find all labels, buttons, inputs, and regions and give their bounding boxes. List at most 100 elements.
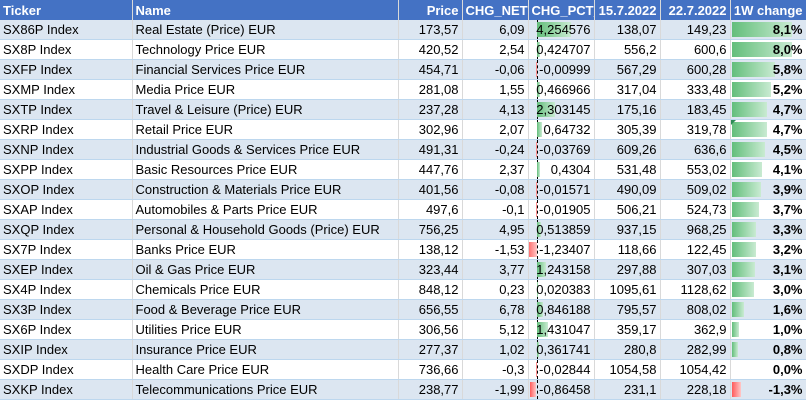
cell-date-2[interactable]: 509,02 (660, 179, 731, 200)
cell-price[interactable]: 401,56 (398, 179, 463, 200)
cell-1w-change[interactable]: 5,8% (730, 59, 806, 80)
cell-date-2[interactable]: 183,45 (660, 99, 731, 120)
cell-name[interactable]: Telecommunications Price EUR (132, 379, 399, 400)
cell-1w-change[interactable]: 1,0% (730, 319, 806, 340)
cell-chg-pct[interactable]: -0,01571 (528, 179, 595, 200)
table-row[interactable]: SXMP Index Media Price EUR 281,08 1,55 0,466… (0, 79, 806, 100)
cell-name[interactable]: Industrial Goods & Services Price EUR (132, 139, 399, 160)
header-ticker[interactable]: Ticker (0, 0, 133, 20)
cell-price[interactable]: 848,12 (398, 279, 463, 300)
cell-name[interactable]: Construction & Materials Price EUR (132, 179, 399, 200)
cell-ticker[interactable]: SXFP Index (0, 59, 133, 80)
cell-price[interactable]: 277,37 (398, 339, 463, 360)
cell-chg-pct[interactable]: 0,361741 (528, 339, 595, 360)
cell-date-2[interactable]: 636,6 (660, 139, 731, 160)
cell-date-1[interactable]: 305,39 (594, 119, 661, 140)
cell-date-2[interactable]: 307,03 (660, 259, 731, 280)
cell-name[interactable]: Utilities Price EUR (132, 319, 399, 340)
cell-1w-change[interactable]: 3,9% (730, 179, 806, 200)
cell-name[interactable]: Retail Price EUR (132, 119, 399, 140)
cell-date-1[interactable]: 1095,61 (594, 279, 661, 300)
cell-name[interactable]: Technology Price EUR (132, 39, 399, 60)
cell-ticker[interactable]: SX8P Index (0, 39, 133, 60)
cell-price[interactable]: 173,57 (398, 20, 463, 40)
cell-date-1[interactable]: 280,8 (594, 339, 661, 360)
cell-1w-change[interactable]: 4,1% (730, 159, 806, 180)
cell-chg-net[interactable]: 3,77 (462, 259, 529, 280)
cell-chg-net[interactable]: 2,37 (462, 159, 529, 180)
cell-chg-net[interactable]: -0,06 (462, 59, 529, 80)
cell-1w-change[interactable]: 3,0% (730, 279, 806, 300)
cell-chg-net[interactable]: 6,09 (462, 20, 529, 40)
cell-date-1[interactable]: 359,17 (594, 319, 661, 340)
cell-date-2[interactable]: 282,99 (660, 339, 731, 360)
cell-name[interactable]: Media Price EUR (132, 79, 399, 100)
cell-date-2[interactable]: 524,73 (660, 199, 731, 220)
cell-price[interactable]: 454,71 (398, 59, 463, 80)
table-row[interactable]: SXPP Index Basic Resources Price EUR 447,7… (0, 159, 806, 180)
table-row[interactable]: SXRP Index Retail Price EUR 302,96 2,07 0,64… (0, 119, 806, 140)
cell-1w-change[interactable]: 3,7% (730, 199, 806, 220)
table-row[interactable]: SXDP Index Health Care Price EUR 736,66 -0,… (0, 359, 806, 380)
cell-price[interactable]: 497,6 (398, 199, 463, 220)
cell-chg-pct[interactable]: 0,020383 (528, 279, 595, 300)
cell-date-1[interactable]: 795,57 (594, 299, 661, 320)
cell-name[interactable]: Financial Services Price EUR (132, 59, 399, 80)
cell-name[interactable]: Oil & Gas Price EUR (132, 259, 399, 280)
cell-ticker[interactable]: SX7P Index (0, 239, 133, 260)
cell-chg-pct[interactable]: -0,01905 (528, 199, 595, 220)
cell-name[interactable]: Insurance Price EUR (132, 339, 399, 360)
table-row[interactable]: SX4P Index Chemicals Price EUR 848,12 0,23 0… (0, 279, 806, 300)
table-row[interactable]: SXOP Index Construction & Materials Price… (0, 179, 806, 200)
cell-chg-net[interactable]: 2,07 (462, 119, 529, 140)
cell-1w-change[interactable]: 3,1% (730, 259, 806, 280)
cell-date-2[interactable]: 1054,42 (660, 359, 731, 380)
cell-ticker[interactable]: SX3P Index (0, 299, 133, 320)
cell-comment-indicator[interactable] (730, 120, 736, 125)
cell-chg-net[interactable]: 6,78 (462, 299, 529, 320)
cell-date-2[interactable]: 362,9 (660, 319, 731, 340)
table-row[interactable]: SXAP Index Automobiles & Parts Price EUR 4… (0, 199, 806, 220)
cell-1w-change[interactable]: 1,6% (730, 299, 806, 320)
table-row[interactable]: SXNP Index Industrial Goods & Services Pr… (0, 139, 806, 160)
cell-ticker[interactable]: SXQP Index (0, 219, 133, 240)
cell-name[interactable]: Travel & Leisure (Price) EUR (132, 99, 399, 120)
table-row[interactable]: SX6P Index Utilities Price EUR 306,56 5,12 1… (0, 319, 806, 340)
cell-1w-change[interactable]: 4,7% (730, 99, 806, 120)
table-row[interactable]: SX7P Index Banks Price EUR 138,12 -1,53 -1,2… (0, 239, 806, 260)
cell-1w-change[interactable]: 3,2% (730, 239, 806, 260)
table-row[interactable]: SXIP Index Insurance Price EUR 277,37 1,02 0… (0, 339, 806, 360)
cell-date-2[interactable]: 553,02 (660, 159, 731, 180)
cell-name[interactable]: Automobiles & Parts Price EUR (132, 199, 399, 220)
cell-date-2[interactable]: 228,18 (660, 379, 731, 400)
cell-date-1[interactable]: 490,09 (594, 179, 661, 200)
cell-date-2[interactable]: 600,6 (660, 39, 731, 60)
cell-date-2[interactable]: 122,45 (660, 239, 731, 260)
cell-ticker[interactable]: SX6P Index (0, 319, 133, 340)
cell-date-1[interactable]: 506,21 (594, 199, 661, 220)
cell-name[interactable]: Basic Resources Price EUR (132, 159, 399, 180)
cell-chg-net[interactable]: 0,23 (462, 279, 529, 300)
header-date-2[interactable]: 22.7.2022 (660, 0, 731, 20)
cell-name[interactable]: Chemicals Price EUR (132, 279, 399, 300)
header-name[interactable]: Name (132, 0, 399, 20)
cell-date-2[interactable]: 600,28 (660, 59, 731, 80)
cell-ticker[interactable]: SXTP Index (0, 99, 133, 120)
cell-name[interactable]: Health Care Price EUR (132, 359, 399, 380)
cell-chg-pct[interactable]: -0,86458 (528, 379, 595, 400)
cell-date-1[interactable]: 556,2 (594, 39, 661, 60)
cell-chg-pct[interactable]: 4,254576 (528, 20, 595, 40)
cell-price[interactable]: 238,77 (398, 379, 463, 400)
cell-date-1[interactable]: 231,1 (594, 379, 661, 400)
cell-price[interactable]: 420,52 (398, 39, 463, 60)
cell-chg-net[interactable]: -1,99 (462, 379, 529, 400)
table-row[interactable]: SXKP Index Telecommunications Price EUR 23… (0, 379, 806, 400)
table-row[interactable]: SX86P Index Real Estate (Price) EUR 173,57… (0, 20, 806, 40)
cell-chg-pct[interactable]: 0,4304 (528, 159, 595, 180)
cell-chg-net[interactable]: -0,1 (462, 199, 529, 220)
table-row[interactable]: SX3P Index Food & Beverage Price EUR 656,5… (0, 299, 806, 320)
cell-chg-net[interactable]: 4,13 (462, 99, 529, 120)
header-chg-net[interactable]: CHG_NET (462, 0, 529, 20)
cell-date-2[interactable]: 319,78 (660, 119, 731, 140)
cell-chg-net[interactable]: 2,54 (462, 39, 529, 60)
